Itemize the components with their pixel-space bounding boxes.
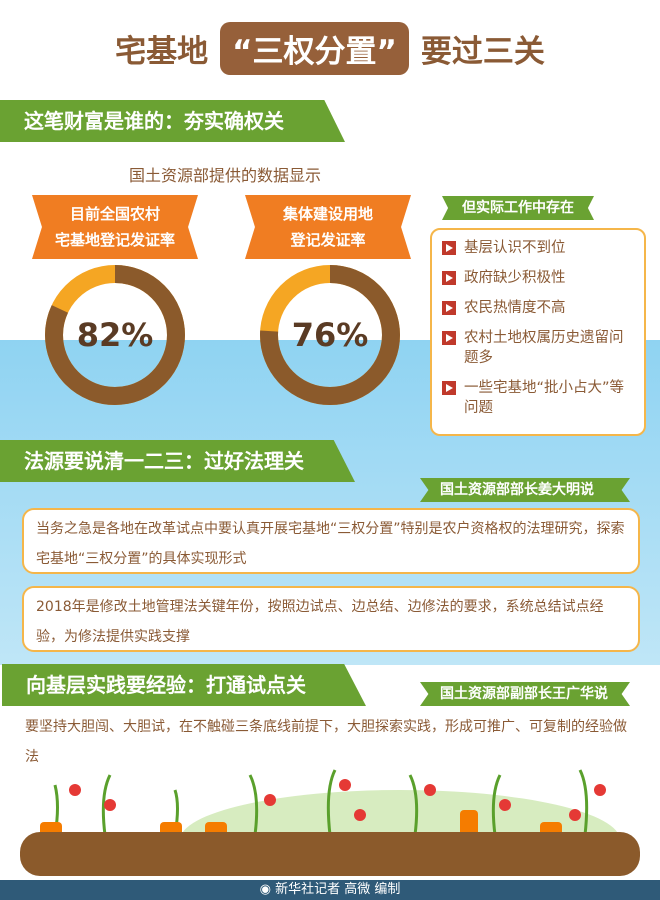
section3-quote: 要坚持大胆闯、大胆试，在不触碰三条底线前提下，大胆探索实践，形成可推广、可复制的…: [25, 719, 627, 765]
donut-value-arc: [260, 265, 400, 405]
list-item: 一些宅基地“批小占大”等问题: [442, 378, 636, 418]
title-pre: 宅基地: [115, 34, 209, 70]
stat-value-2: 76%: [291, 316, 369, 354]
quote-card-2: 2018年是修改土地管理法关键年份，按照边试点、边总结、边修法的要求，系统总结试…: [22, 586, 640, 652]
play-arrow-icon: [442, 241, 456, 255]
title-post: 要过三关: [420, 34, 545, 70]
issues-list: 基层认识不到位 政府缺少积极性 农民热情度不高 农村土地权属历史遗留问题多 一些…: [430, 228, 646, 436]
section1-heading: 这笔财富是谁的：夯实确权关: [0, 100, 345, 142]
stat-label-2: 集体建设用地 登记发证率: [245, 195, 411, 259]
donut-chart-1: [45, 265, 185, 405]
donut-value-arc: [45, 265, 185, 405]
data-source: 国土资源部提供的数据显示: [128, 166, 321, 185]
list-item: 政府缺少积极性: [442, 268, 636, 288]
footer-credit: ◉ 新华社记者 高微 编制: [0, 880, 660, 900]
title-highlight: “三权分置”: [220, 22, 409, 75]
stat-label-1: 目前全国农村 宅基地登记发证率: [32, 195, 198, 259]
list-item: 基层认识不到位: [442, 238, 636, 258]
speaker-tag-1: 国土资源部部长姜大明说: [420, 478, 630, 502]
list-item: 农村土地权属历史遗留问题多: [442, 328, 636, 368]
list-item: 农民热情度不高: [442, 298, 636, 318]
play-arrow-icon: [442, 381, 456, 395]
section2-heading: 法源要说清一二三：过好法理关: [0, 440, 355, 482]
donut-chart-2: [260, 265, 400, 405]
page-title: 宅基地 “三权分置” 要过三关: [0, 22, 660, 75]
soil-strip: [20, 832, 640, 876]
issues-tag: 但实际工作中存在: [442, 196, 594, 220]
quote-card-1: 当务之急是各地在改革试点中要认真开展宅基地“三权分置”特别是农户资格权的法理研究…: [22, 508, 640, 574]
play-arrow-icon: [442, 331, 456, 345]
play-arrow-icon: [442, 271, 456, 285]
speaker-tag-2: 国土资源部副部长王广华说: [420, 682, 630, 706]
play-arrow-icon: [442, 301, 456, 315]
stat-value-1: 82%: [76, 316, 154, 354]
garden-illustration: [40, 769, 620, 840]
section3-heading: 向基层实践要经验：打通试点关: [2, 664, 366, 706]
xinhua-logo-icon: ◉: [259, 882, 271, 897]
